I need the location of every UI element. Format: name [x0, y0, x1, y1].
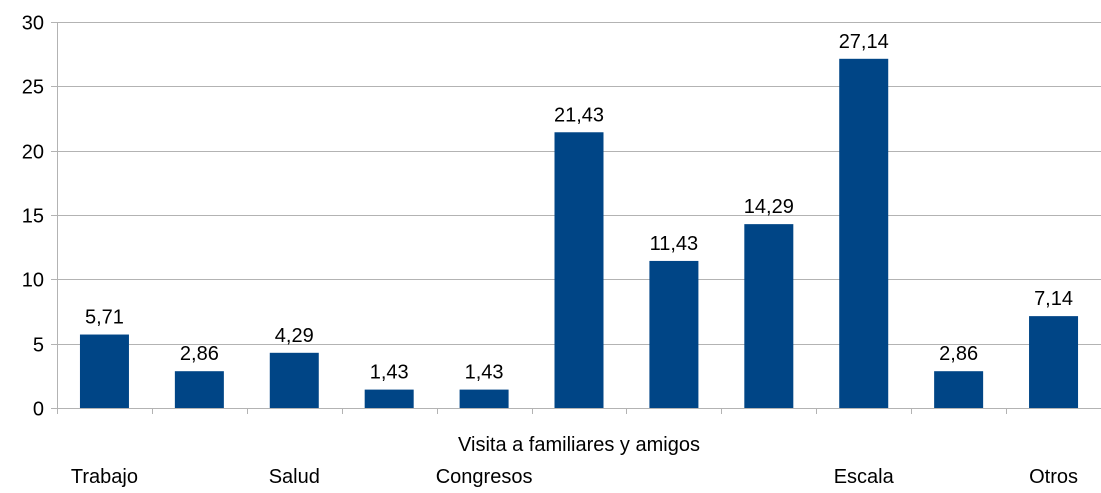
bar	[649, 261, 698, 408]
bar	[1029, 316, 1078, 408]
data-label: 27,14	[839, 31, 889, 53]
data-label: 2,86	[939, 343, 978, 365]
x-category-label: Congresos	[436, 466, 533, 488]
bar	[175, 371, 224, 408]
data-label: 4,29	[275, 325, 314, 347]
x-category-label: Escala	[834, 466, 895, 488]
y-tick-label: 20	[22, 142, 44, 164]
data-label: 7,14	[1034, 288, 1073, 310]
data-label: 2,86	[180, 343, 219, 365]
data-label: 21,43	[554, 104, 604, 126]
y-tick-label: 15	[22, 206, 44, 228]
y-tick-label: 25	[22, 77, 44, 99]
x-category-label: Otros	[1029, 466, 1078, 488]
bar	[744, 224, 793, 408]
data-label: 14,29	[744, 196, 794, 218]
bar	[839, 59, 888, 408]
bar	[80, 335, 129, 408]
data-label: 5,71	[85, 307, 124, 329]
y-tick-label: 5	[33, 335, 44, 357]
bar	[365, 390, 414, 408]
x-category-label: Trabajo	[71, 466, 138, 488]
bar	[270, 353, 319, 408]
bar	[555, 132, 604, 408]
y-tick-label: 30	[22, 13, 44, 35]
y-tick-label: 0	[33, 399, 44, 421]
data-label: 11,43	[650, 233, 699, 255]
x-category-label: Salud	[269, 466, 320, 488]
tick-labels: 0 5 10 15 20 25 30 Trabajo Salud Congresos Visita …	[22, 13, 1078, 489]
x-category-label: Visita a familiares y amigos	[458, 434, 700, 456]
bar	[934, 371, 983, 408]
data-label: 1,43	[465, 362, 504, 384]
bar	[460, 390, 509, 408]
data-label: 1,43	[370, 362, 409, 384]
y-tick-label: 10	[22, 270, 44, 292]
